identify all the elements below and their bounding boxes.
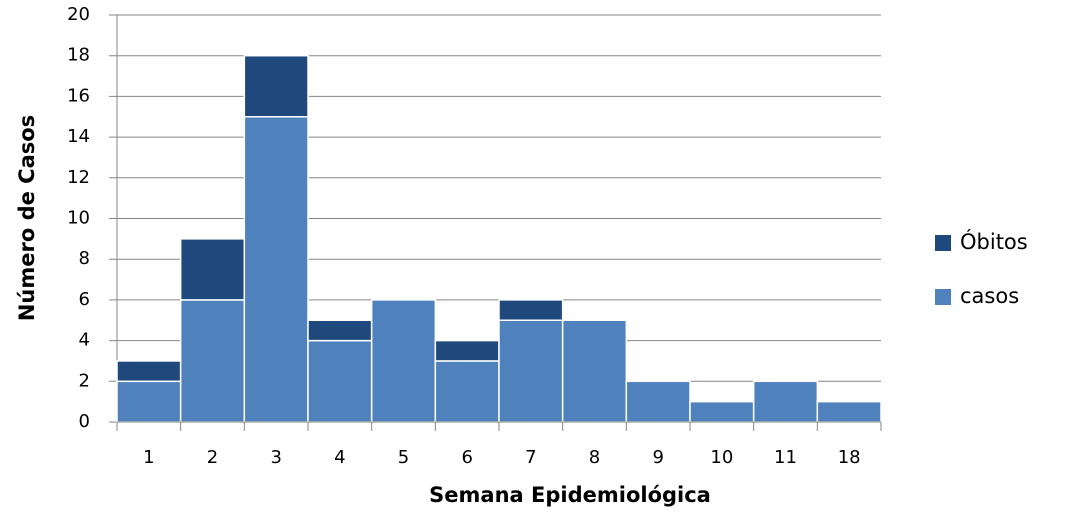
x-axis-title: Semana Epidemiológica [429, 483, 711, 507]
x-tick-label: 5 [398, 447, 409, 468]
y-tick-label: 8 [79, 248, 90, 269]
y-tick-label: 14 [67, 126, 90, 147]
bar-segment [434, 339, 500, 362]
bar-segment [498, 319, 564, 423]
bar-segment [752, 380, 819, 423]
legend-label: Óbitos [960, 229, 1028, 254]
x-tick-label: 2 [207, 447, 218, 468]
y-tick-label: 0 [79, 411, 90, 432]
x-tick-label: 7 [525, 447, 536, 468]
bar-segment [116, 360, 182, 383]
bar-segment [561, 319, 628, 423]
bar-segment [307, 339, 373, 423]
bar-segment [370, 299, 437, 423]
bar-segment [625, 380, 691, 423]
x-tick-label: 11 [774, 447, 797, 468]
bar-segment [434, 360, 500, 423]
y-tick-label: 2 [79, 370, 90, 391]
x-tick-label: 3 [270, 447, 281, 468]
legend-label: casos [960, 284, 1019, 308]
y-tick-label: 4 [79, 330, 90, 351]
x-tick-label: 10 [710, 447, 733, 468]
y-tick-label: 6 [79, 289, 90, 310]
bar-segment [116, 380, 182, 423]
bar-segment [243, 54, 309, 118]
x-tick-label: 9 [652, 447, 663, 468]
x-tick-label: 4 [334, 447, 345, 468]
legend-swatch [935, 289, 951, 305]
y-tick-label: 18 [67, 45, 90, 66]
bar-segment [816, 400, 882, 423]
x-tick-label: 1 [143, 447, 154, 468]
bar-segment [243, 116, 309, 423]
bar-segment [689, 400, 755, 423]
y-tick-label: 16 [67, 85, 90, 106]
y-tick-label: 20 [67, 4, 90, 25]
bar-segment [179, 238, 246, 301]
x-tick-label: 6 [461, 447, 472, 468]
x-tick-label: 18 [838, 447, 861, 468]
bar-segment [179, 299, 246, 423]
bar-segment [498, 299, 564, 321]
bar-segment [307, 319, 373, 342]
legend-swatch [935, 235, 951, 251]
y-tick-label: 10 [67, 208, 90, 229]
y-tick-label: 12 [67, 167, 90, 188]
x-tick-label: 8 [589, 447, 600, 468]
y-axis-title: Número de Casos [15, 115, 39, 321]
